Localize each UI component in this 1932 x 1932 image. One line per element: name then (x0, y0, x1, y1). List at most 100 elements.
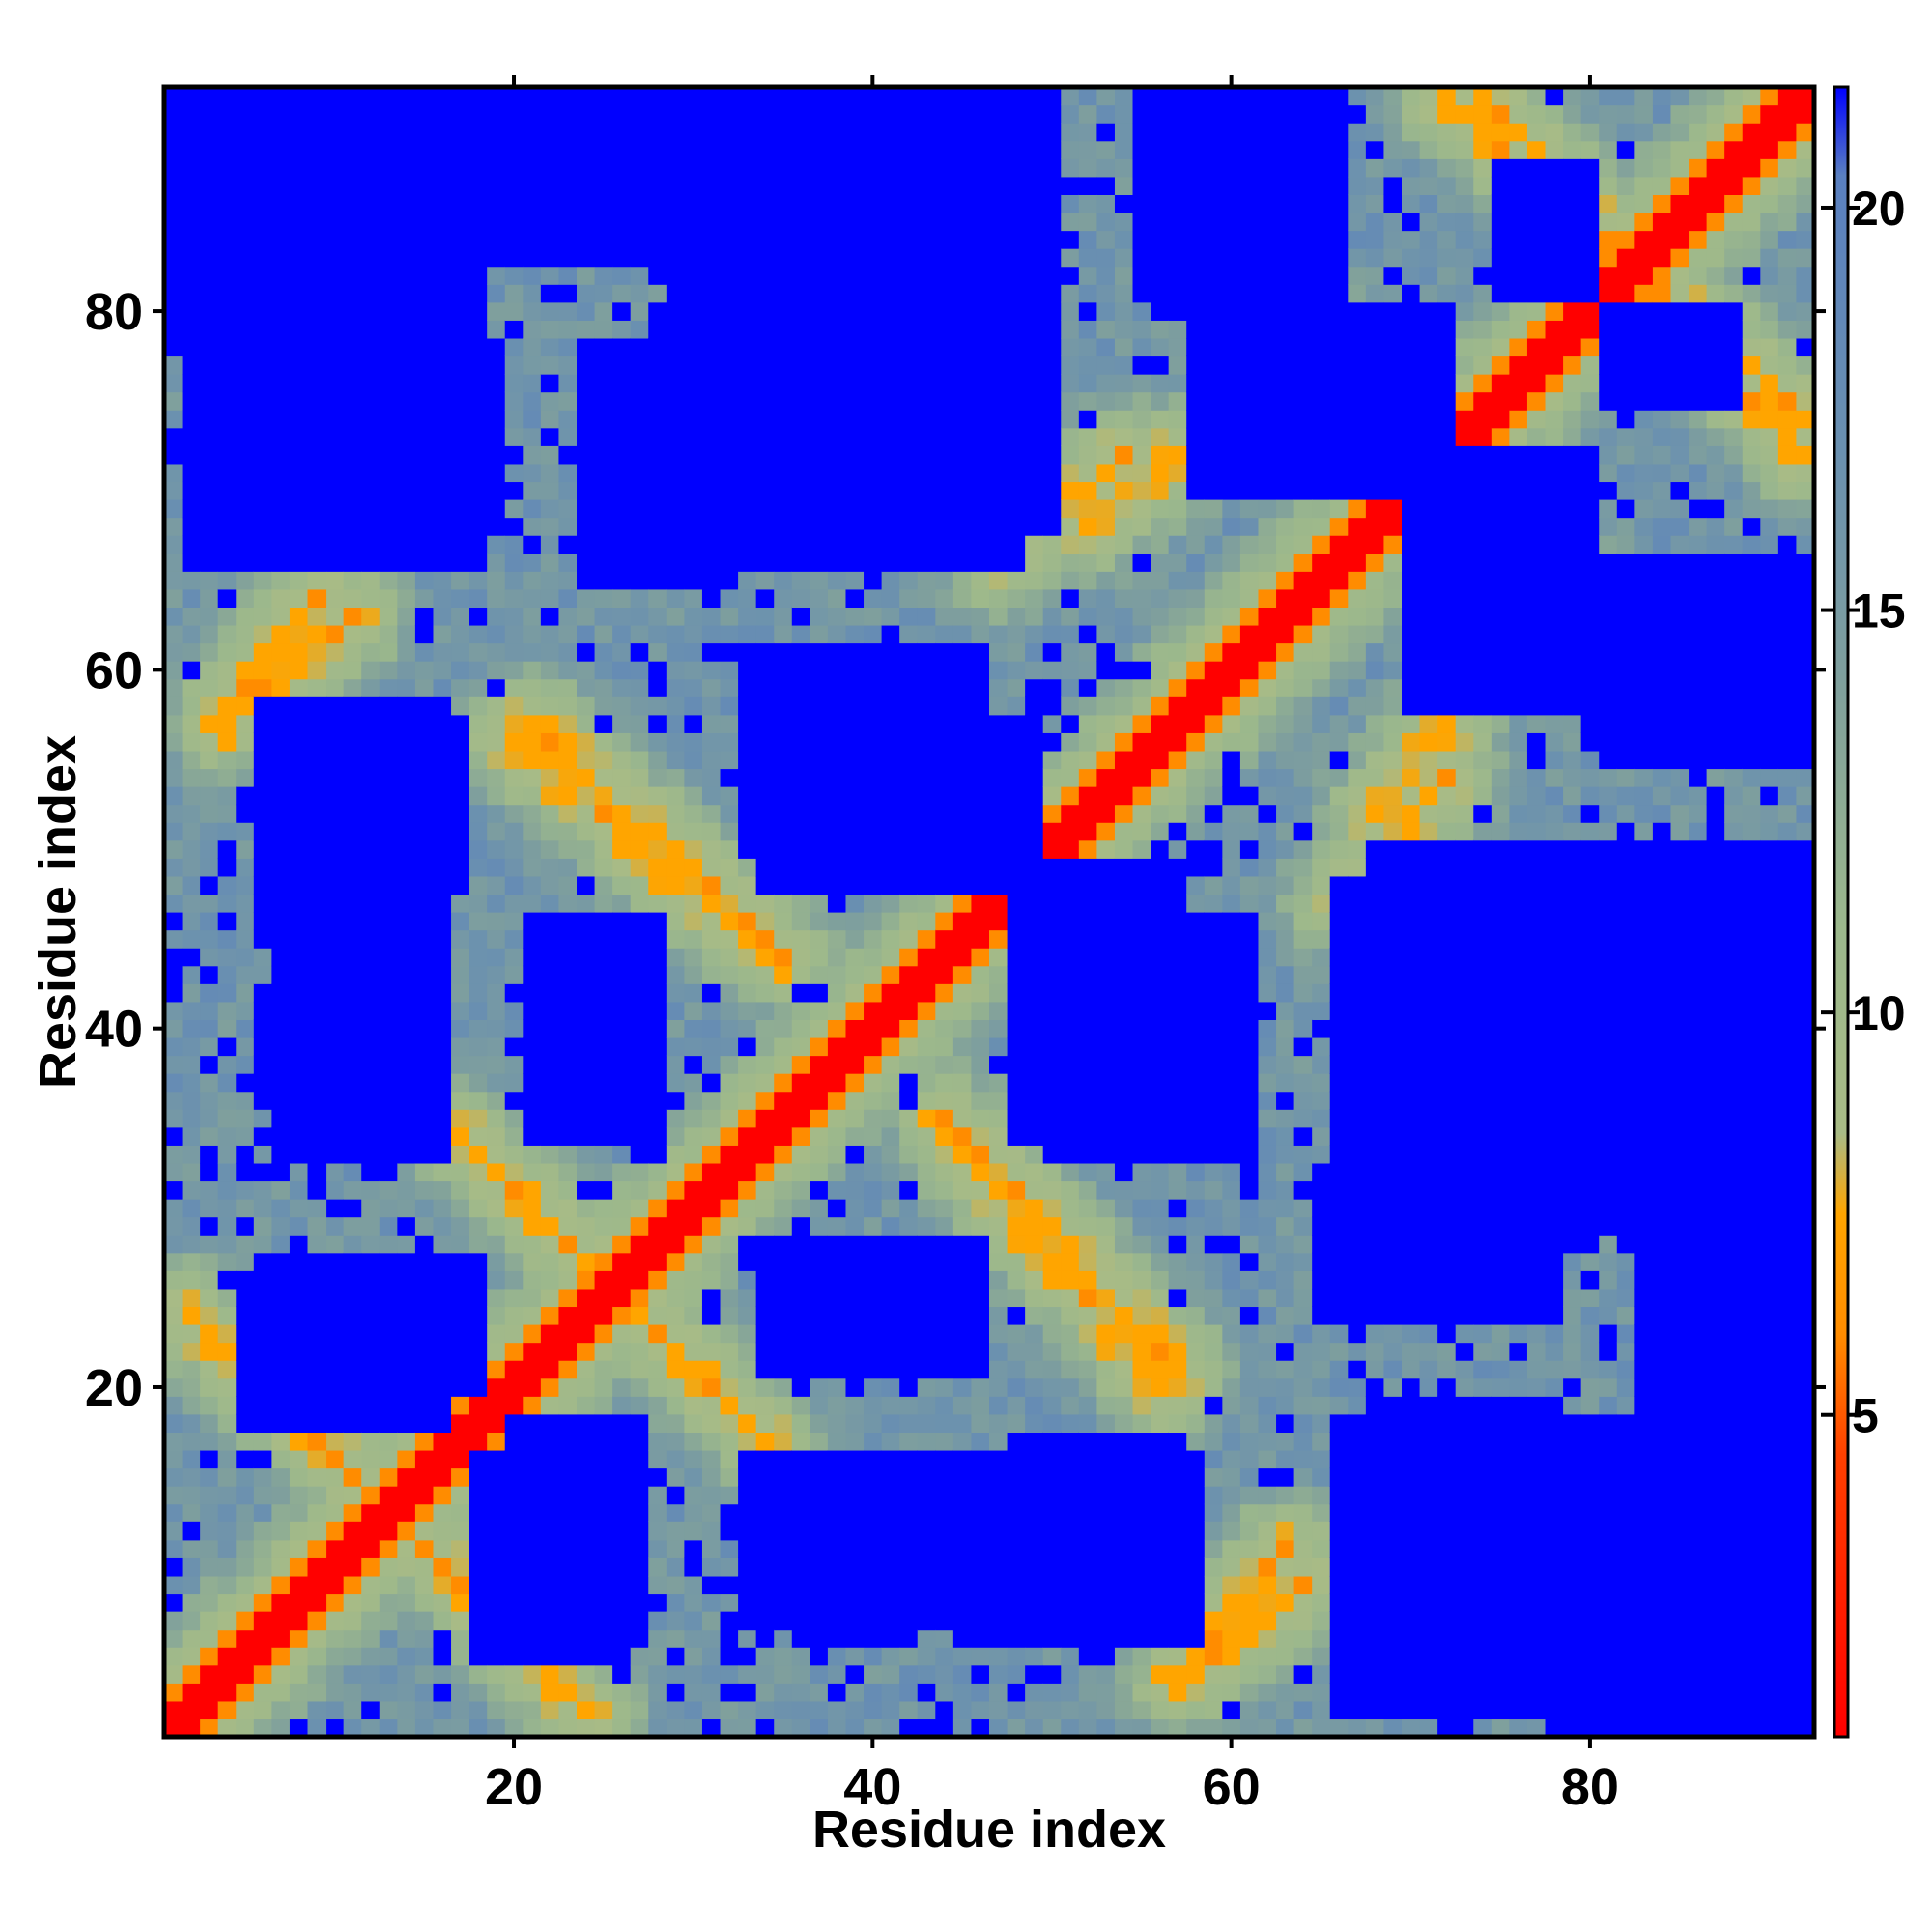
heatmap-cell (935, 1235, 954, 1254)
heatmap-cell (594, 517, 613, 536)
heatmap-cell (433, 266, 452, 285)
heatmap-cell (791, 714, 810, 733)
heatmap-cell (271, 1145, 291, 1164)
heatmap-cell (558, 1467, 578, 1487)
heatmap-cell (1061, 266, 1080, 285)
heatmap-cell (864, 642, 883, 662)
heatmap-cell (307, 104, 327, 124)
heatmap-cell (397, 266, 416, 285)
heatmap-cell (630, 410, 649, 429)
heatmap-cell (271, 1575, 291, 1595)
heatmap-cell (917, 427, 936, 446)
heatmap-cell (504, 1575, 524, 1595)
heatmap-cell (451, 965, 470, 984)
heatmap-cell (720, 427, 739, 446)
heatmap-cell (433, 661, 452, 680)
heatmap-cell (253, 875, 272, 895)
heatmap-cell (701, 1126, 722, 1146)
heatmap-cell (487, 965, 506, 984)
heatmap-cell (397, 1467, 416, 1487)
heatmap-cell (433, 1288, 452, 1308)
heatmap-cell (1096, 1647, 1116, 1666)
heatmap-cell (864, 894, 883, 913)
heatmap-cell (612, 320, 632, 339)
heatmap-cell (487, 1413, 506, 1433)
heatmap-cell (720, 123, 739, 142)
heatmap-cell (577, 1126, 596, 1146)
heatmap-cell (1096, 571, 1116, 590)
heatmap-cell (791, 463, 810, 483)
heatmap-cell (414, 1575, 435, 1595)
heatmap-cell (182, 320, 201, 339)
heatmap-cell (1096, 517, 1116, 536)
heatmap-cell (414, 875, 435, 895)
heatmap-cell (1078, 445, 1097, 465)
heatmap-cell (648, 571, 668, 590)
heatmap-cell (952, 1575, 973, 1595)
heatmap-cell (397, 1378, 416, 1397)
heatmap-cell (774, 320, 793, 339)
heatmap-cell (343, 1575, 362, 1595)
heatmap-cell (952, 194, 973, 213)
heatmap-cell (827, 1413, 847, 1433)
heatmap-cell (952, 1342, 973, 1361)
heatmap-cell (1042, 1162, 1062, 1182)
heatmap-cell (701, 481, 722, 500)
heatmap-cell (899, 1109, 919, 1128)
heatmap-cell (666, 661, 685, 680)
heatmap-cell (1114, 965, 1134, 984)
heatmap-cell (414, 1413, 435, 1433)
heatmap-cell (935, 1486, 954, 1505)
heatmap-cell (1061, 1467, 1080, 1487)
heatmap-cell (684, 1700, 703, 1720)
heatmap-cell (540, 1629, 560, 1648)
heatmap-cell (612, 517, 632, 536)
heatmap-cell (271, 1037, 291, 1057)
heatmap-cell (738, 1683, 757, 1702)
heatmap-cell (164, 158, 184, 178)
heatmap-cell (361, 337, 381, 357)
heatmap-cell (271, 1378, 291, 1397)
heatmap-cell (397, 301, 416, 321)
heatmap-cell (451, 176, 470, 195)
heatmap-cell (200, 1145, 219, 1164)
heatmap-cell (217, 894, 237, 913)
heatmap-cell (414, 1521, 435, 1541)
heatmap-cell (881, 320, 900, 339)
heatmap-cell (414, 678, 435, 697)
heatmap-cell (935, 427, 954, 446)
heatmap-cell (523, 822, 542, 841)
heatmap-cell (271, 104, 291, 124)
heatmap-cell (289, 230, 309, 249)
heatmap-cell (971, 499, 990, 519)
heatmap-cell (1025, 104, 1044, 124)
heatmap-cell (558, 1091, 578, 1110)
heatmap-cell (577, 1270, 596, 1290)
heatmap-cell (1061, 1216, 1080, 1236)
heatmap-cell (952, 391, 973, 411)
heatmap-cell (827, 463, 847, 483)
heatmap-cell (487, 661, 506, 680)
heatmap-cell (326, 912, 345, 931)
heatmap-cell (630, 786, 649, 806)
heatmap-cell (864, 301, 883, 321)
heatmap-cell (666, 1432, 685, 1451)
heatmap-cell (810, 320, 829, 339)
heatmap-cell (1007, 696, 1026, 716)
heatmap-cell (379, 1180, 398, 1200)
heatmap-cell (1078, 1037, 1097, 1057)
heatmap-cell (540, 391, 560, 411)
heatmap-cell (1114, 1719, 1134, 1738)
heatmap-cell (1078, 212, 1097, 232)
heatmap-cell (864, 1073, 883, 1093)
heatmap-cell (523, 858, 542, 877)
heatmap-cell (343, 1360, 362, 1379)
heatmap-cell (558, 194, 578, 213)
heatmap-cell (164, 1091, 184, 1110)
heatmap-cell (1078, 535, 1097, 554)
heatmap-cell (397, 1037, 416, 1057)
heatmap-cell (164, 1432, 184, 1451)
heatmap-cell (326, 1700, 345, 1720)
heatmap-cell (182, 1270, 201, 1290)
heatmap-cell (827, 301, 847, 321)
